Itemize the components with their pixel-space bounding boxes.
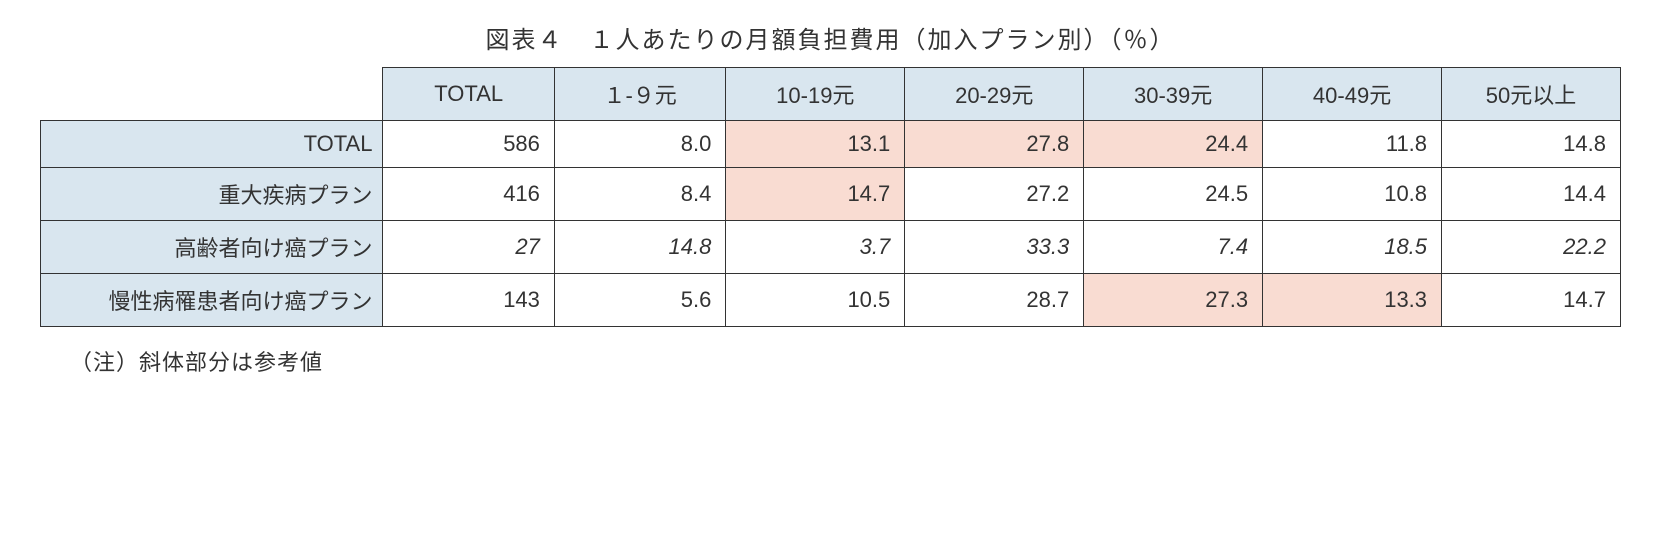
data-cell: 416 [383,168,554,221]
row-header: TOTAL [41,121,383,168]
table-body: TOTAL5868.013.127.824.411.814.8重大疾病プラン41… [41,121,1621,327]
column-header: １-９元 [554,68,725,121]
table-row: 慢性病罹患者向け癌プラン1435.610.528.727.313.314.7 [41,274,1621,327]
data-cell: 27.2 [905,168,1084,221]
data-cell: 27.3 [1084,274,1263,327]
data-cell: 7.4 [1084,221,1263,274]
data-cell: 27 [383,221,554,274]
data-cell: 3.7 [726,221,905,274]
data-cell: 14.8 [554,221,725,274]
column-header: 20-29元 [905,68,1084,121]
data-cell: 14.8 [1442,121,1621,168]
table-row: TOTAL5868.013.127.824.411.814.8 [41,121,1621,168]
data-cell: 27.8 [905,121,1084,168]
data-cell: 14.7 [726,168,905,221]
table-row: 高齢者向け癌プラン2714.83.733.37.418.522.2 [41,221,1621,274]
data-cell: 8.0 [554,121,725,168]
row-header: 慢性病罹患者向け癌プラン [41,274,383,327]
column-header: 50元以上 [1442,68,1621,121]
header-row: TOTAL１-９元10-19元20-29元30-39元40-49元50元以上 [41,68,1621,121]
data-cell: 10.8 [1263,168,1442,221]
data-cell: 143 [383,274,554,327]
data-cell: 33.3 [905,221,1084,274]
data-cell: 24.4 [1084,121,1263,168]
data-cell: 11.8 [1263,121,1442,168]
data-cell: 586 [383,121,554,168]
column-header: 10-19元 [726,68,905,121]
column-header: 40-49元 [1263,68,1442,121]
data-cell: 22.2 [1442,221,1621,274]
row-header: 高齢者向け癌プラン [41,221,383,274]
data-cell: 13.1 [726,121,905,168]
data-cell: 5.6 [554,274,725,327]
data-table: TOTAL１-９元10-19元20-29元30-39元40-49元50元以上 T… [40,67,1621,327]
figure-title: 図表４ １人あたりの月額負担費用（加入プラン別）（％） [40,20,1621,55]
row-header: 重大疾病プラン [41,168,383,221]
footnote: （注）斜体部分は参考値 [70,345,1621,377]
data-cell: 24.5 [1084,168,1263,221]
column-header: 30-39元 [1084,68,1263,121]
data-cell: 13.3 [1263,274,1442,327]
column-header: TOTAL [383,68,554,121]
empty-corner-cell [41,68,383,121]
data-cell: 18.5 [1263,221,1442,274]
table-row: 重大疾病プラン4168.414.727.224.510.814.4 [41,168,1621,221]
data-cell: 10.5 [726,274,905,327]
data-cell: 14.4 [1442,168,1621,221]
data-cell: 28.7 [905,274,1084,327]
table-head: TOTAL１-９元10-19元20-29元30-39元40-49元50元以上 [41,68,1621,121]
data-cell: 8.4 [554,168,725,221]
data-cell: 14.7 [1442,274,1621,327]
